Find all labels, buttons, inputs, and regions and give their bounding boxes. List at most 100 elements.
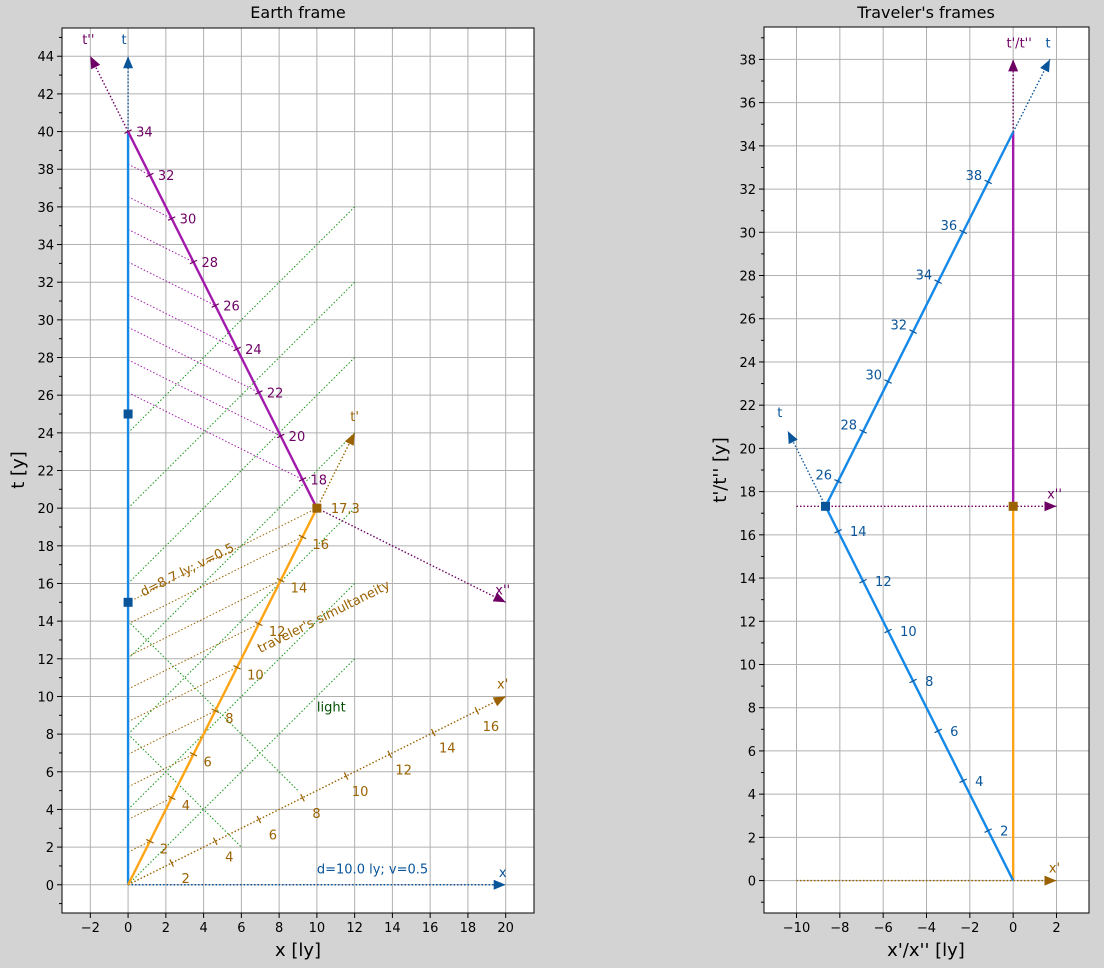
traveler-earth-tick-mark: [834, 528, 842, 534]
traveler-axis-arrow-head: [1044, 501, 1057, 512]
light-ray-line: [127, 281, 355, 509]
traveler-earth-tick-mark: [934, 279, 942, 285]
earth-axis-arrow-head: [492, 696, 506, 707]
xprime-tick-label: 16: [483, 720, 500, 735]
xprime-tick-mark: [169, 859, 174, 867]
earth-y-tick-label: 42: [37, 88, 54, 103]
xprime-tick-label: 14: [439, 742, 456, 757]
outbound-tick-label: 4: [182, 799, 190, 814]
traveler-earth-tick-mark: [984, 828, 992, 833]
return-tick-label: 34: [136, 126, 153, 141]
traveler-axis-arrow-label: x'': [1047, 487, 1062, 502]
outbound-tick-mark: [189, 751, 198, 757]
return-tick-label: 26: [223, 300, 240, 315]
traveler-earth-tick-label: 28: [841, 418, 858, 433]
traveler-y-tick-label: 8: [748, 702, 756, 717]
return-simultaneity-line: [127, 163, 151, 176]
traveler-earth-tick-label: 30: [866, 369, 883, 384]
outbound-tick-label: 14: [291, 581, 308, 596]
outbound-simultaneity-line: [127, 666, 238, 723]
traveler-ylabel: t'/t'' [y]: [710, 437, 731, 502]
return-tick-mark: [167, 216, 176, 221]
traveler-x-tick-label: 0: [1009, 921, 1017, 936]
earth-event-marker: [123, 597, 133, 607]
traveler-axis-arrow-head: [1044, 875, 1057, 886]
earth-x-tick-label: 6: [237, 921, 245, 936]
outbound-tick-mark: [211, 708, 220, 714]
traveler-earth-tick-label: 32: [891, 319, 908, 334]
traveler-axis-arrow-head: [787, 431, 798, 445]
earth-y-tick-label: 4: [46, 803, 54, 818]
xprime-tick-label: 4: [225, 850, 233, 865]
outbound-tick-label: 16: [312, 538, 329, 553]
earth-worldline-1: [127, 507, 318, 886]
earth-axis-arrow-label: t': [350, 410, 359, 425]
traveler-y-tick-label: 24: [739, 356, 756, 371]
traveler-plot-content: x' x'' t'/t'' t t 2 4 6 8 10 12 14 26 28 30 32 34 36 38: [777, 36, 1062, 886]
earth-xlabel: x [ly]: [275, 940, 321, 961]
traveler-x-tick-label: −6: [874, 921, 893, 936]
traveler-earth-tick-label: 12: [875, 575, 892, 590]
traveler-earth-tick-mark: [884, 379, 892, 384]
traveler-event-marker: [821, 501, 831, 511]
traveler-x-tick-label: −10: [783, 921, 810, 936]
earth-axis-arrow-line: [89, 55, 129, 132]
earth-y-tick-label: 26: [37, 389, 54, 404]
earth-axis-arrow-head: [493, 879, 506, 890]
traveler-earth-tick-mark: [934, 728, 942, 734]
outbound-tick-label: 8: [225, 712, 233, 727]
traveler-x-tick-label: −8: [830, 921, 849, 936]
earth-x-tick-label: 2: [162, 921, 170, 936]
traveler-earth-tick-mark: [959, 229, 967, 235]
earth-x-tick-label: 20: [497, 921, 514, 936]
outbound-tick-label: 2: [160, 842, 168, 857]
traveler-earth-tick-label: 6: [950, 725, 958, 740]
earth-y-tick-label: 16: [37, 577, 54, 592]
earth-axis-arrow-label: x: [499, 866, 507, 881]
earth-x-tick-label: 8: [275, 921, 283, 936]
return-tick-label: 20: [289, 430, 306, 445]
outbound-tick-label: 17.3: [331, 502, 360, 517]
earth-event-marker: [123, 409, 133, 419]
light-ray-line: [127, 357, 355, 584]
earth-y-tick-label: 38: [37, 163, 54, 178]
traveler-earth-tick-label: 34: [916, 269, 933, 284]
return-simultaneity-line: [127, 261, 216, 306]
outbound-simultaneity-line: [127, 753, 194, 788]
traveler-x-tick-label: 2: [1052, 921, 1060, 936]
earth-axis-arrow-line: [316, 432, 356, 509]
earth-axis-arrow-label: x'': [495, 583, 510, 598]
traveler-x-tick-label: −2: [960, 921, 979, 936]
traveler-axis-arrow-line: [1012, 59, 1051, 133]
xprime-tick-mark: [387, 750, 393, 759]
return-tick-mark: [276, 433, 285, 439]
earth-axis-arrow-label: t: [122, 33, 127, 48]
light-ray-line: [127, 206, 355, 434]
traveler-y-tick-label: 26: [739, 313, 756, 328]
return-tick-mark: [255, 390, 263, 395]
xprime-tick-label: 8: [312, 807, 320, 822]
traveler-event-marker: [1008, 501, 1018, 511]
traveler-y-tick-label: 14: [739, 572, 756, 587]
light-ray-line: [127, 432, 355, 660]
earth-y-tick-label: 24: [37, 427, 54, 442]
traveler-axis-arrow-head: [1008, 59, 1019, 72]
traveler-earth-tick-mark: [834, 479, 842, 484]
traveler-title: Traveler's frames: [856, 3, 995, 22]
outbound-tick-label: 10: [247, 668, 264, 683]
outbound-tick-label: 6: [203, 755, 211, 770]
traveler-axis-arrow-label: t'/t'': [1007, 36, 1032, 51]
traveler-y-tick-label: 6: [748, 745, 756, 760]
earth-y-tick-label: 2: [46, 841, 54, 856]
earth-event-marker: [312, 503, 322, 513]
traveler-x-tick-label: −4: [917, 921, 936, 936]
outbound-simultaneity-line: [127, 579, 281, 657]
traveler-earth-tick-label: 4: [975, 775, 983, 790]
xprime-tick-mark: [343, 772, 349, 780]
earth-axis-arrow-label: x': [497, 677, 508, 692]
outbound-simultaneity-line: [127, 797, 172, 820]
light-ray-back-line: [127, 733, 242, 848]
traveler-axis-ticks: −10 −8 −6 −4 −2 0 2024681012141618202224262830…: [739, 37, 1061, 936]
return-tick-label: 22: [267, 386, 284, 401]
xprime-tick-mark: [256, 815, 262, 824]
